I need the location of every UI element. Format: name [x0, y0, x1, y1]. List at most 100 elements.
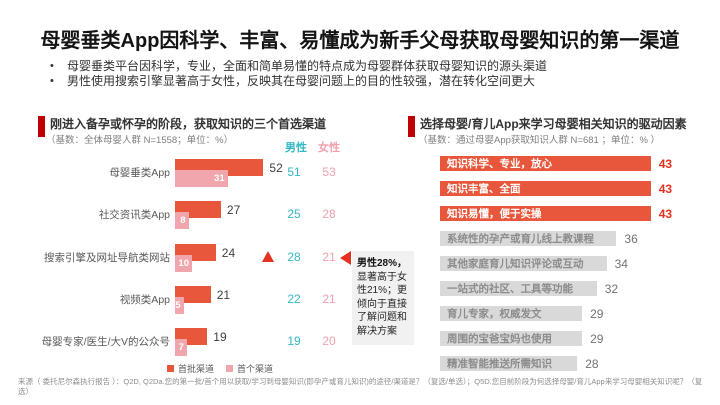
- first-choice-bar: 10: [175, 255, 192, 272]
- driver-label: 系统性的孕产或育儿线上教课程: [447, 233, 594, 245]
- bar-value: 21: [216, 287, 231, 302]
- driver-label: 其他家庭育儿知识评论或互动: [447, 258, 584, 270]
- driver-row: 一站式的社区、工具等功能 32: [440, 281, 618, 296]
- section-accent-bar: [408, 116, 415, 137]
- left-chart-row: 搜索引擎及网址导航类网站 24 10 28 21: [35, 244, 385, 274]
- bar-value: 19: [213, 329, 227, 344]
- bar-value: 24: [221, 245, 236, 260]
- driver-row: 其他家庭育儿知识评论或互动 34: [440, 256, 628, 271]
- female-value: 53: [322, 165, 336, 179]
- legend-item: 首批渠道: [167, 362, 214, 375]
- driver-label: 知识丰富、全面: [447, 183, 521, 195]
- bullet-item: • 母婴垂类平台因科学，专业，全面和简单易懂的特点成为母婴群体获取母婴知识的源头…: [50, 59, 547, 74]
- left-chart-row: 社交资讯类App 27 8 25 28: [35, 201, 385, 231]
- left-chart-subtitle: （基数：全体母婴人群 N=1558；单位：%）: [46, 135, 234, 146]
- driver-row: 知识科学、专业，放心 43: [440, 156, 672, 171]
- driver-row: 系统性的孕产或育儿线上教课程 36: [440, 231, 638, 246]
- driver-row: 知识丰富、全面 43: [440, 181, 672, 196]
- driver-label: 周围的宝爸宝妈也使用: [447, 333, 552, 345]
- male-value: 22: [287, 292, 301, 306]
- left-chart-row: 视频类App 21 5 22 21: [35, 286, 385, 316]
- bullet-item: • 男性使用搜索引擎显著高于女性，反映其在母婴问题上的目的性较强，潜在转化空间更…: [50, 74, 547, 89]
- first-choice-bar: 31: [175, 170, 228, 187]
- driver-value: 29: [590, 331, 604, 346]
- first-choice-bar: 5: [175, 297, 184, 314]
- category-label: 母婴专家/医生/大V的公众号: [41, 336, 170, 348]
- bullet-text: 男性使用搜索引擎显著高于女性，反映其在母婴问题上的目的性较强，潜在转化空间更大: [67, 74, 536, 88]
- callout-rest: 显著高于女性21%；更倾向于直接了解问题和解决方案: [357, 271, 408, 337]
- left-triangle-icon: [340, 251, 351, 265]
- page-title: 母婴垂类App因科学、丰富、易懂成为新手父母获取母婴知识的第一渠道: [40, 30, 680, 52]
- category-label: 视频类App: [119, 294, 170, 306]
- driver-label: 知识科学、专业，放心: [447, 158, 552, 170]
- legend-swatch-first-batch-icon: [167, 365, 174, 372]
- bar-value: 52: [269, 160, 283, 175]
- female-value: 28: [322, 207, 336, 221]
- left-chart-title: 刚进入备孕或怀孕的阶段，获取知识的三个首选渠道: [50, 117, 327, 131]
- left-chart-row: 母婴专家/医生/大V的公众号 19 7 19 20: [35, 328, 385, 358]
- driver-value: 34: [614, 256, 628, 271]
- driver-bar: 系统性的孕产或育儿线上教课程: [440, 231, 617, 246]
- first-batch-bar: [175, 286, 211, 303]
- legend-label: 首批渠道: [178, 364, 215, 374]
- driver-value: 32: [604, 281, 619, 296]
- female-value: 21: [322, 292, 336, 306]
- insight-callout: 男性28%， 显著高于女性21%；更倾向于直接了解问题和解决方案: [352, 251, 414, 345]
- driver-value: 43: [658, 181, 673, 196]
- first-choice-bar: 8: [175, 212, 189, 229]
- driver-value: 43: [658, 156, 673, 171]
- driver-bar: 精准智能推送所需知识: [440, 356, 578, 371]
- bar-value: 5: [175, 300, 181, 311]
- driver-row: 育儿专家，权威发文 29: [440, 306, 603, 321]
- male-value: 25: [287, 207, 301, 221]
- driver-bar: 其他家庭育儿知识评论或互动: [440, 256, 607, 271]
- category-label: 社交资讯类App: [98, 209, 170, 221]
- right-chart-title: 选择母婴/育儿App来学习母婴相关知识的驱动因素: [420, 117, 687, 131]
- driver-label: 精准智能推送所需知识: [447, 358, 552, 370]
- category-label: 母婴垂类App: [109, 167, 170, 179]
- driver-row: 精准智能推送所需知识 28: [440, 356, 599, 371]
- bar-value: 27: [226, 202, 241, 217]
- female-value: 20: [322, 334, 336, 348]
- driver-bar: 一站式的社区、工具等功能: [440, 281, 597, 296]
- driver-row: 知识易懂，便于实操 43: [440, 206, 672, 221]
- source-note: 来源（ 委托尼尔森执行报告 ）：Q2D, Q2Da.您的第一批/首个用以获取/学…: [18, 377, 703, 396]
- legend-label: 首个渠道: [237, 364, 274, 374]
- male-value: 19: [287, 334, 301, 348]
- legend: 首批渠道 首个渠道: [167, 362, 273, 375]
- category-label: 搜索引擎及网址导航类网站: [44, 252, 170, 264]
- driver-bar: 育儿专家，权威发文: [440, 306, 583, 321]
- driver-label: 知识易懂，便于实操: [447, 208, 542, 220]
- first-choice-bar: 7: [175, 339, 187, 356]
- bullet-text: 母婴垂类平台因科学，专业，全面和简单易懂的特点成为母婴群体获取母婴知识的源头渠道: [67, 59, 548, 73]
- bar-line: 21: [175, 286, 230, 303]
- bar-value: 10: [178, 258, 189, 269]
- left-chart-row: 母婴垂类App 52 31 51 53: [35, 159, 385, 189]
- bar-value: 7: [178, 342, 184, 353]
- bar-value: 8: [180, 215, 186, 226]
- driver-label: 育儿专家，权威发文: [447, 308, 542, 320]
- driver-row: 周围的宝爸宝妈也使用 29: [440, 331, 603, 346]
- driver-value: 29: [590, 306, 604, 321]
- male-value: 28: [287, 250, 301, 264]
- male-value: 51: [287, 165, 301, 179]
- up-triangle-icon: [262, 251, 274, 262]
- female-value: 21: [322, 250, 336, 264]
- bar-value: 31: [214, 173, 225, 184]
- driver-bar: 知识科学、专业，放心: [440, 156, 651, 171]
- bullet-icon: •: [50, 75, 54, 87]
- driver-value: 28: [585, 356, 599, 371]
- driver-value: 36: [624, 231, 638, 246]
- male-column-header: 男性: [285, 142, 307, 154]
- legend-item: 首个渠道: [226, 362, 273, 375]
- driver-label: 一站式的社区、工具等功能: [447, 283, 573, 295]
- driver-bar: 知识丰富、全面: [440, 181, 651, 196]
- driver-value: 43: [658, 206, 673, 221]
- legend-swatch-first-choice-icon: [226, 365, 234, 372]
- bullet-list: • 母婴垂类平台因科学，专业，全面和简单易懂的特点成为母婴群体获取母婴知识的源头…: [50, 59, 547, 89]
- callout-lead: 男性28%，: [357, 258, 408, 269]
- driver-bar: 知识易懂，便于实操: [440, 206, 651, 221]
- right-chart-subtitle: （基数：通过母婴App获取知识人群 N=681 ；单位：% ）: [418, 135, 661, 146]
- driver-bar: 周围的宝爸宝妈也使用: [440, 331, 583, 346]
